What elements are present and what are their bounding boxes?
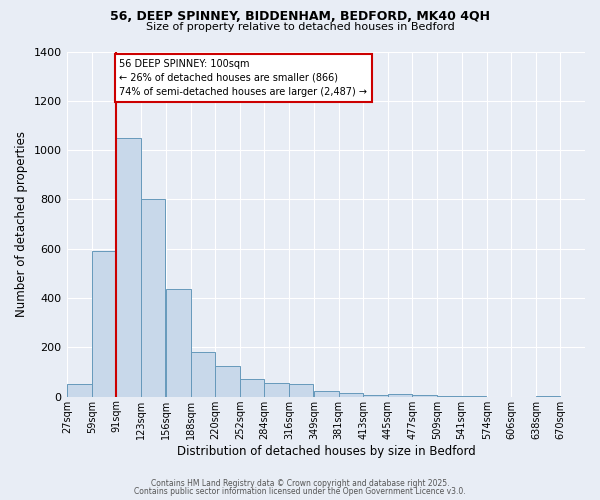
Bar	[388, 394, 412, 396]
Text: 56, DEEP SPINNEY, BIDDENHAM, BEDFORD, MK40 4QH: 56, DEEP SPINNEY, BIDDENHAM, BEDFORD, MK…	[110, 10, 490, 23]
X-axis label: Distribution of detached houses by size in Bedford: Distribution of detached houses by size …	[177, 444, 475, 458]
Bar	[240, 380, 265, 396]
Text: Contains HM Land Registry data © Crown copyright and database right 2025.: Contains HM Land Registry data © Crown c…	[151, 478, 449, 488]
Bar	[191, 352, 215, 397]
Text: Size of property relative to detached houses in Bedford: Size of property relative to detached ho…	[146, 22, 454, 32]
Bar	[67, 384, 92, 396]
Text: 56 DEEP SPINNEY: 100sqm
← 26% of detached houses are smaller (866)
74% of semi-d: 56 DEEP SPINNEY: 100sqm ← 26% of detache…	[119, 59, 367, 97]
Bar	[215, 366, 240, 396]
Bar	[92, 251, 116, 396]
Bar	[339, 393, 364, 396]
Bar	[141, 200, 166, 396]
Y-axis label: Number of detached properties: Number of detached properties	[15, 131, 28, 317]
Bar	[289, 384, 313, 396]
Bar	[116, 138, 141, 396]
Bar	[314, 390, 339, 396]
Bar	[166, 290, 191, 397]
Bar	[265, 383, 289, 396]
Text: Contains public sector information licensed under the Open Government Licence v3: Contains public sector information licen…	[134, 487, 466, 496]
